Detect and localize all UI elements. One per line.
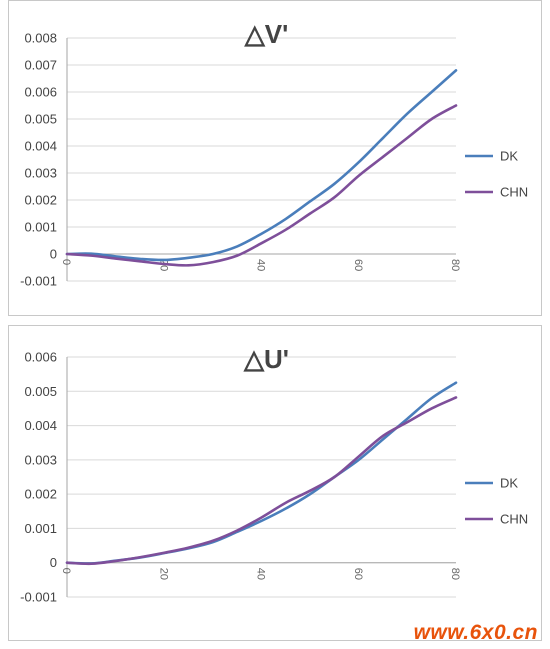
- y-tick-label: -0.001: [20, 590, 57, 605]
- chart-delta-v: -0.001 0 0.001 0.002 0.003 0.004 0.005 0.006 0.0…: [20, 19, 528, 289]
- chart-delta-u: -0.001 0 0.001 0.002 0.003 0.004 0.005 0.006 0 20…: [20, 344, 528, 605]
- chart-title: △U': [243, 344, 289, 374]
- series-line-chn: [65, 104, 458, 267]
- chart-title: △V': [244, 19, 289, 49]
- y-tick-label: 0.007: [24, 58, 57, 73]
- x-tick-label: 0: [60, 259, 72, 265]
- y-tick-label: 0.004: [24, 418, 57, 433]
- chart-panel-delta-v: -0.001 0 0.001 0.002 0.003 0.004 0.005 0.006 0.0…: [8, 0, 542, 316]
- chart-panel-delta-u: -0.001 0 0.001 0.002 0.003 0.004 0.005 0.006 0 20…: [8, 325, 542, 641]
- x-tick-label: 80: [449, 568, 461, 580]
- x-tick-label: 0: [60, 568, 72, 574]
- x-tick-label: 60: [352, 259, 364, 271]
- legend-label-chn: CHN: [500, 185, 528, 200]
- y-tick-label: 0.003: [24, 166, 57, 181]
- y-tick-label: 0.002: [24, 193, 57, 208]
- series-line-dk: [65, 381, 458, 565]
- x-tick-label: 40: [255, 259, 267, 271]
- y-tick-label: 0.006: [24, 350, 57, 365]
- x-tick-label: 40: [255, 568, 267, 580]
- y-tick-label: 0.001: [24, 220, 57, 235]
- y-tick-label: 0.005: [24, 112, 57, 127]
- legend-label-dk: DK: [500, 476, 518, 491]
- series-line-chn: [65, 396, 458, 566]
- y-tick-label: 0.006: [24, 85, 57, 100]
- y-tick-label: 0: [50, 555, 57, 570]
- y-tick-label: 0.008: [24, 31, 57, 46]
- y-tick-label: 0: [50, 247, 57, 262]
- y-tick-label: 0.004: [24, 139, 57, 154]
- y-tick-label: 0.005: [24, 384, 57, 399]
- x-tick-label: 60: [352, 568, 364, 580]
- series-line-dk: [65, 69, 458, 262]
- y-tick-label: -0.001: [20, 274, 57, 289]
- y-tick-label: 0.002: [24, 487, 57, 502]
- y-tick-label: 0.003: [24, 452, 57, 467]
- y-tick-label: 0.001: [24, 521, 57, 536]
- watermark-text: www.6x0.cn: [413, 621, 538, 644]
- x-tick-label: 80: [449, 259, 461, 271]
- legend-label-chn: CHN: [500, 512, 528, 527]
- legend-label-dk: DK: [500, 149, 518, 164]
- x-tick-label: 20: [157, 568, 169, 580]
